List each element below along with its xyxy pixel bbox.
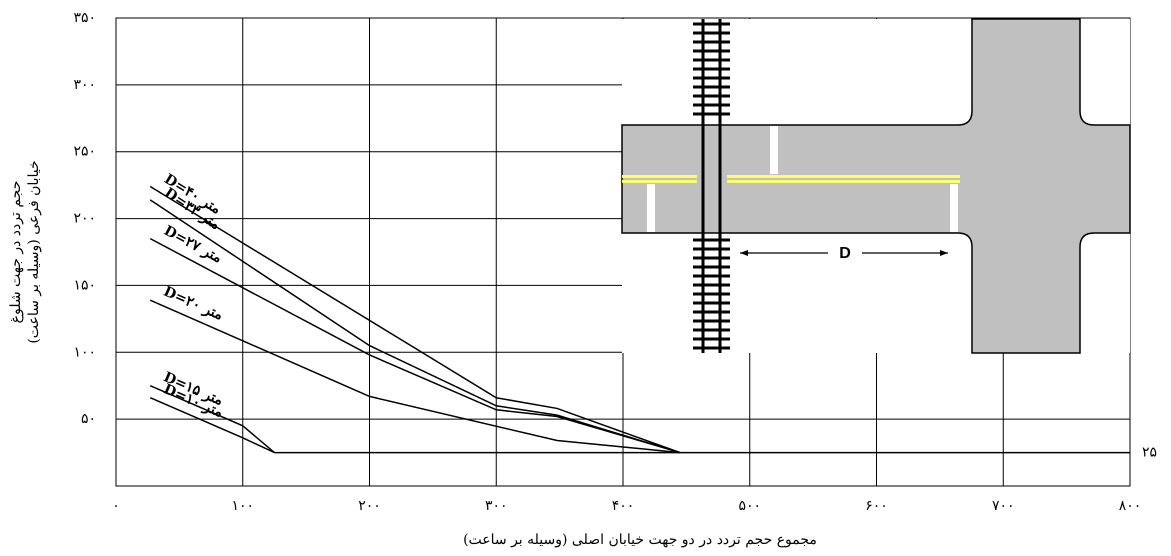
series-line xyxy=(149,385,275,454)
y-tick-label: ۲۵۰ xyxy=(73,144,96,160)
center-line xyxy=(622,175,697,178)
center-line xyxy=(727,180,960,183)
x-tick-label: ۲۰۰ xyxy=(358,498,381,514)
x-axis-title: مجموع حجم تردد در دو جهت خیابان اصلی (وس… xyxy=(463,532,817,548)
x-tick-label: ۴۰۰ xyxy=(612,498,635,514)
y-tick-label: ۵۰ xyxy=(81,411,96,427)
center-line xyxy=(622,180,697,183)
stop-bar xyxy=(647,184,655,232)
y-axis-title: حجم تردد در جهت شلوغ xyxy=(8,181,24,324)
stop-bar xyxy=(950,184,958,232)
inset-diagram: D xyxy=(621,18,1131,354)
x-tick-label: ۱۰۰ xyxy=(231,498,254,514)
series-line xyxy=(149,185,681,454)
series-label: ۲۵ xyxy=(1142,445,1157,461)
x-tick-label: ۳۰۰ xyxy=(485,498,508,514)
series-line xyxy=(149,237,681,454)
x-tick-label: ۰ xyxy=(112,498,120,514)
railroad xyxy=(693,19,730,353)
inset-label: D xyxy=(839,245,851,262)
label-background xyxy=(828,243,862,263)
series-label: D=۲۰ متر xyxy=(161,284,225,324)
series-line xyxy=(149,397,275,454)
road xyxy=(621,18,1131,354)
center-line xyxy=(727,175,960,178)
series-line xyxy=(149,199,681,454)
y-axis-title: خیابان فرعی (وسیله بر ساعت) xyxy=(26,160,42,343)
x-tick-label: ۸۰۰ xyxy=(1119,498,1142,514)
x-tick-label: ۶۰۰ xyxy=(865,498,888,514)
y-tick-label: ۲۰۰ xyxy=(73,211,96,227)
x-tick-label: ۷۰۰ xyxy=(992,498,1015,514)
y-tick-label: ۳۰۰ xyxy=(73,77,96,93)
x-tick-label: ۵۰۰ xyxy=(738,498,761,514)
series-line xyxy=(149,299,681,454)
y-tick-label: ۳۵۰ xyxy=(73,10,96,26)
stop-bar xyxy=(770,126,778,174)
y-tick-label: ۱۵۰ xyxy=(73,277,96,293)
y-tick-label: ۱۰۰ xyxy=(73,344,96,360)
